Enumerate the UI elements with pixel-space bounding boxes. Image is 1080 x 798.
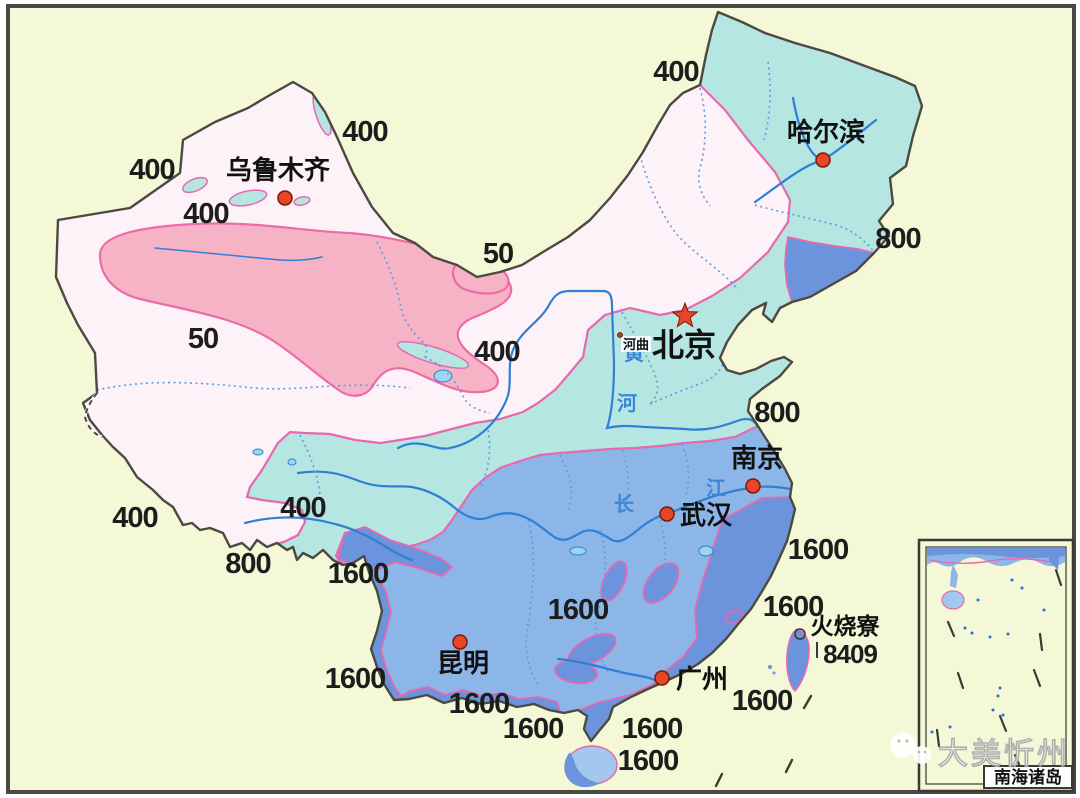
yangtze-river <box>296 470 792 543</box>
town-hequ: 河曲 <box>617 332 651 352</box>
isohyet-label: 1600 <box>328 558 389 590</box>
isohyet-label: 1600 <box>548 594 609 626</box>
city-dot-harbin <box>815 152 831 168</box>
town-label-bg <box>621 336 651 352</box>
inset-title: 南海诸岛 <box>994 767 1062 787</box>
taiwan-island <box>786 628 810 693</box>
extreme-point-ring <box>794 628 806 640</box>
isohyet-label: 1600 <box>325 663 386 695</box>
province-boundaries <box>96 61 875 685</box>
city-dot-guangzhou <box>654 670 670 686</box>
nine-dash-marks <box>714 694 813 788</box>
wechat-icon <box>890 732 916 758</box>
zone-blob <box>600 560 628 602</box>
inset-coast-dark-band <box>927 548 1065 558</box>
wechat-icon-eye <box>897 739 901 743</box>
watermark-text: 大美忻州 <box>938 737 1070 771</box>
yangtze-label-char1: 长 <box>614 493 635 516</box>
china-national-boundary <box>54 10 924 743</box>
inset-taiwan <box>1048 548 1060 570</box>
brahmaputra-river <box>243 516 414 562</box>
hainan-rim <box>564 752 600 788</box>
wechat-icon-eye <box>917 750 921 754</box>
isohyet-label: 400 <box>342 116 387 148</box>
penghu-islet <box>772 671 776 675</box>
city-label-beijing: 北京 <box>652 327 716 363</box>
inset-title-box <box>983 765 1073 789</box>
isohyet-label: 400 <box>129 154 174 186</box>
wechat-icon-eye <box>923 750 927 754</box>
yellow-river-label-char2: 河 <box>617 392 637 415</box>
city-label-wuhan: 武汉 <box>680 500 733 530</box>
zone-blob <box>642 562 680 604</box>
watermark: 大美忻州 <box>890 732 1070 771</box>
isohyet-label: 1600 <box>503 713 564 745</box>
boundary-dashed-segment <box>83 392 103 438</box>
isohyet-label: 50 <box>483 238 513 270</box>
city-label-nanjing: 南京 <box>731 443 783 473</box>
isohyet-label: 400 <box>112 502 157 534</box>
town-label-hequ: 河曲 <box>623 337 649 352</box>
isohyet-label: 1600 <box>622 713 683 745</box>
yellow-river <box>396 289 760 450</box>
rivers <box>154 96 878 696</box>
wechat-icon-eye <box>905 739 909 743</box>
isohyet-label: 800 <box>875 223 920 255</box>
city-markers: 乌鲁木齐 哈尔滨 北京 南京 武汉 昆明 广州 <box>226 117 865 694</box>
city-dot-urumqi <box>277 190 293 206</box>
city-label-kunming: 昆明 <box>437 648 489 678</box>
yangtze-label-char2: 江 <box>706 477 726 500</box>
isohyet-label: 400 <box>653 56 698 88</box>
inset-island-dots <box>930 578 1046 734</box>
isohyet-label: 1600 <box>618 745 679 777</box>
inset-hainan <box>941 590 965 610</box>
penghu-islet <box>768 665 772 669</box>
city-dot-kunming <box>452 634 468 650</box>
isohyet-label: 400 <box>474 336 519 368</box>
city-label-guangzhou: 广州 <box>676 664 728 694</box>
isohyet-label: 50 <box>188 323 218 355</box>
isohyet-label: 800 <box>225 548 270 580</box>
city-dot-nanjing <box>745 478 761 494</box>
isohyet-label: 1600 <box>732 685 793 717</box>
extreme-point-value: 8409 <box>823 639 877 669</box>
isohyet-label: 400 <box>183 198 228 230</box>
inset-outer-border <box>917 538 1075 793</box>
tarim-river <box>154 247 323 262</box>
wechat-icon-small-bubble <box>913 746 931 764</box>
isohyet-label: 1600 <box>763 591 824 623</box>
extreme-point-name: 火烧寮 <box>811 613 881 639</box>
inset-leizhou <box>950 564 958 588</box>
inset-isohyet-line <box>929 558 1051 564</box>
isohyet-labels: 400 400 400 50 400 50 400 800 800 400 40… <box>112 56 921 777</box>
zone-blob <box>724 609 744 625</box>
south-china-sea-inset: 南海诸岛 <box>917 538 1075 793</box>
isohyet-label: 1600 <box>788 534 849 566</box>
city-label-urumqi: 乌鲁木齐 <box>226 155 331 185</box>
city-dot-wuhan <box>659 506 675 522</box>
city-label-harbin: 哈尔滨 <box>787 117 865 147</box>
capital-star-beijing <box>671 301 699 328</box>
isohyet-label: 1600 <box>449 688 510 720</box>
isohyet-label: 800 <box>754 397 799 429</box>
isohyet-label: 400 <box>280 492 325 524</box>
town-dot-hequ <box>617 332 623 338</box>
extreme-point-huoshaoliao: 火烧寮 8409 <box>794 613 881 669</box>
